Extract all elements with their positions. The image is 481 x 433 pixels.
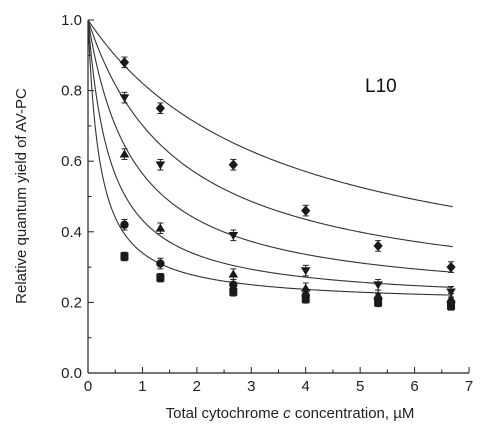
data-point-triangle-up [155,223,166,232]
data-point-triangle-down [228,231,239,240]
data-point-triangle-down [446,288,456,297]
data-point-triangle-down [119,94,130,103]
data-point-diamond [373,240,383,252]
axes: 0 1 2 3 4 5 6 7 0.0 0.2 0.4 0.6 0.8 1.0 [61,12,473,395]
x-tick-label: 0 [84,378,92,395]
fit-curves [87,19,453,296]
x-tick-label: 3 [247,378,255,395]
x-tick-label: 5 [356,378,364,395]
fit-curve-triangle-down [87,19,453,248]
fit-curve-square [87,19,453,296]
data-point-triangle-up [228,269,239,278]
data-point-diamond [119,57,130,68]
data-point-diamond [301,205,311,216]
data-point-triangle-up [119,149,130,158]
data-point-triangle-down [373,281,383,290]
fit-curve-triangle-up [87,19,453,273]
y-tick-label: 0.2 [61,294,82,311]
data-point-diamond [446,261,456,273]
data-point-square [301,294,310,303]
x-axis-label-part-2: c [283,405,291,422]
data-point-square [229,287,238,296]
data-point-diamond [155,103,166,114]
x-tick-label: 1 [138,378,146,395]
y-axis-label: Relative quantum yield of AV-PC [13,88,30,304]
data-point-square [156,273,165,282]
data-point-diamond [228,159,238,170]
data-point-triangle-down [155,161,166,170]
y-tick-label: 0.4 [61,224,82,241]
x-axis-label: Total cytochrome c concentration, µM [166,405,415,422]
data-point-square [374,298,383,307]
data-point-square [447,301,456,310]
y-tick-label: 0.8 [61,83,82,100]
y-tick-label: 1.0 [61,12,82,29]
fit-curve-circle [87,19,453,288]
data-point-circle [156,259,165,268]
x-tick-label: 4 [302,378,310,395]
y-tick-label: 0.0 [61,365,82,382]
x-axis-label-part-3: concentration, µM [291,405,415,422]
data-points [119,56,456,311]
fit-curve-diamond [87,19,453,208]
x-tick-label: 7 [465,378,473,395]
x-tick-label: 2 [193,378,201,395]
data-point-circle [120,220,129,229]
panel-label: L10 [365,76,397,97]
data-point-triangle-down [300,267,311,276]
x-tick-label: 6 [410,378,418,395]
x-axis-label-part-1: Total cytochrome [166,405,284,422]
data-point-square [120,252,129,261]
y-tick-label: 0.6 [61,153,82,170]
data-point-circle [229,280,238,289]
